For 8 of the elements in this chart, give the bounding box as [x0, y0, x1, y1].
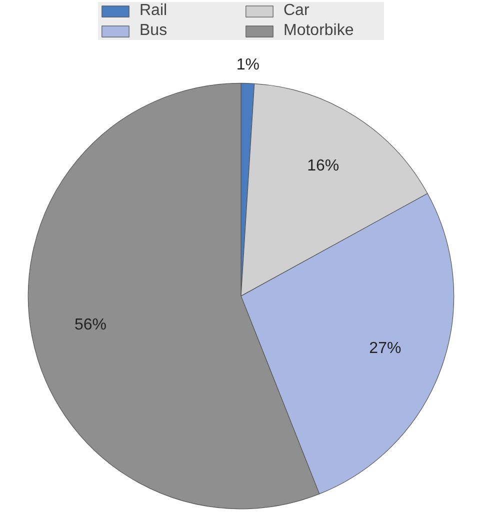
data-label: 1%	[236, 56, 260, 74]
legend-label: Rail	[140, 2, 168, 20]
data-label: 27%	[369, 340, 402, 357]
legend-label: Motorbike	[284, 22, 355, 40]
data-label: 16%	[307, 157, 340, 174]
legend-label: Car	[284, 2, 310, 20]
data-label: 56%	[74, 316, 106, 334]
legend-label: Bus	[140, 22, 168, 40]
